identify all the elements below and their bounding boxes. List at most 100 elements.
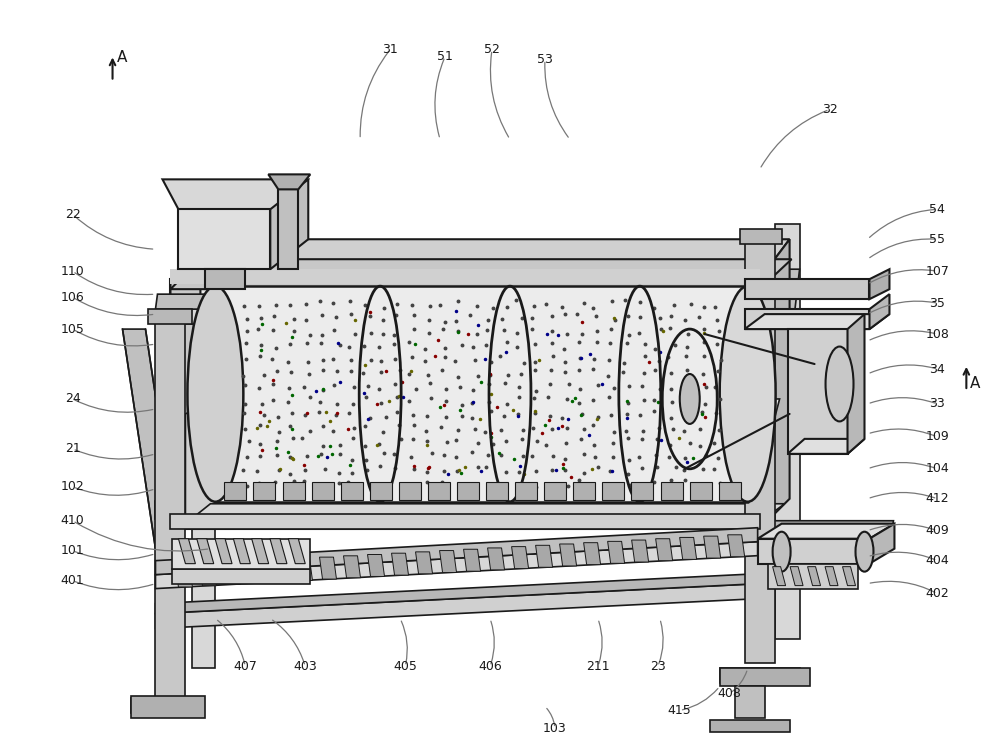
Polygon shape — [720, 668, 800, 683]
Polygon shape — [745, 269, 800, 529]
Polygon shape — [760, 239, 790, 529]
Polygon shape — [320, 557, 336, 579]
Polygon shape — [515, 482, 537, 500]
Polygon shape — [745, 314, 889, 329]
Polygon shape — [758, 539, 869, 564]
Polygon shape — [215, 539, 232, 564]
Polygon shape — [788, 329, 848, 454]
Text: 53: 53 — [537, 53, 553, 66]
Polygon shape — [155, 294, 764, 309]
Polygon shape — [123, 329, 178, 549]
Text: 51: 51 — [437, 50, 453, 63]
Polygon shape — [869, 524, 894, 564]
Polygon shape — [278, 189, 298, 269]
Ellipse shape — [187, 286, 243, 502]
Text: 103: 103 — [543, 722, 567, 735]
Polygon shape — [155, 542, 758, 589]
Text: 107: 107 — [925, 264, 949, 278]
Polygon shape — [185, 504, 785, 524]
Polygon shape — [488, 548, 505, 570]
Text: 35: 35 — [929, 297, 945, 309]
Ellipse shape — [773, 532, 791, 571]
Polygon shape — [170, 239, 790, 279]
Text: 21: 21 — [65, 443, 80, 455]
Polygon shape — [283, 482, 305, 500]
Text: 415: 415 — [668, 704, 692, 717]
Text: 108: 108 — [925, 327, 949, 341]
Text: 408: 408 — [718, 687, 742, 700]
Polygon shape — [745, 279, 869, 299]
Polygon shape — [223, 562, 240, 584]
Polygon shape — [148, 309, 192, 324]
Polygon shape — [312, 482, 334, 500]
Polygon shape — [631, 482, 653, 500]
Text: 32: 32 — [822, 103, 837, 116]
Polygon shape — [170, 259, 792, 289]
Polygon shape — [416, 552, 433, 574]
Polygon shape — [720, 668, 810, 686]
Text: 33: 33 — [930, 398, 945, 410]
Polygon shape — [370, 482, 392, 500]
Polygon shape — [808, 567, 821, 586]
Polygon shape — [740, 229, 782, 244]
Polygon shape — [773, 567, 786, 586]
Polygon shape — [131, 698, 200, 713]
Polygon shape — [197, 539, 214, 564]
Polygon shape — [728, 535, 745, 557]
Polygon shape — [788, 439, 864, 454]
Text: 106: 106 — [61, 291, 84, 303]
Polygon shape — [215, 286, 748, 502]
Polygon shape — [512, 547, 529, 568]
Polygon shape — [155, 319, 185, 698]
Polygon shape — [247, 561, 264, 583]
Polygon shape — [710, 721, 790, 733]
Text: 52: 52 — [484, 43, 500, 56]
Polygon shape — [560, 544, 577, 566]
Text: 109: 109 — [926, 431, 949, 443]
Polygon shape — [745, 309, 869, 329]
Polygon shape — [602, 482, 624, 500]
Polygon shape — [270, 539, 287, 564]
Polygon shape — [170, 269, 760, 284]
Polygon shape — [825, 567, 838, 586]
Polygon shape — [704, 536, 721, 558]
Polygon shape — [178, 539, 195, 564]
Polygon shape — [768, 564, 858, 589]
Polygon shape — [680, 538, 697, 560]
Polygon shape — [170, 514, 760, 529]
Polygon shape — [131, 697, 205, 718]
Polygon shape — [172, 539, 310, 568]
Text: 55: 55 — [929, 233, 945, 246]
Polygon shape — [233, 539, 250, 564]
Polygon shape — [848, 314, 864, 454]
Text: 104: 104 — [926, 462, 949, 476]
Polygon shape — [719, 482, 741, 500]
Polygon shape — [775, 224, 800, 638]
Text: 102: 102 — [61, 480, 84, 494]
Polygon shape — [224, 482, 246, 500]
Text: A: A — [117, 50, 128, 65]
Polygon shape — [271, 560, 288, 582]
Polygon shape — [253, 482, 275, 500]
Polygon shape — [341, 482, 363, 500]
Polygon shape — [192, 309, 215, 668]
Polygon shape — [869, 269, 889, 299]
Polygon shape — [735, 686, 765, 718]
Polygon shape — [843, 567, 856, 586]
Text: 401: 401 — [61, 574, 84, 587]
Polygon shape — [457, 482, 479, 500]
Polygon shape — [162, 179, 308, 209]
Polygon shape — [544, 482, 566, 500]
Polygon shape — [745, 534, 891, 549]
Polygon shape — [536, 545, 553, 567]
Polygon shape — [185, 698, 200, 713]
Polygon shape — [296, 559, 312, 580]
Polygon shape — [869, 294, 889, 329]
Text: 412: 412 — [926, 492, 949, 506]
Text: 23: 23 — [650, 660, 666, 673]
Polygon shape — [170, 239, 200, 529]
Polygon shape — [745, 521, 893, 534]
Polygon shape — [632, 540, 649, 562]
Text: 406: 406 — [478, 660, 502, 673]
Text: 403: 403 — [293, 660, 317, 673]
